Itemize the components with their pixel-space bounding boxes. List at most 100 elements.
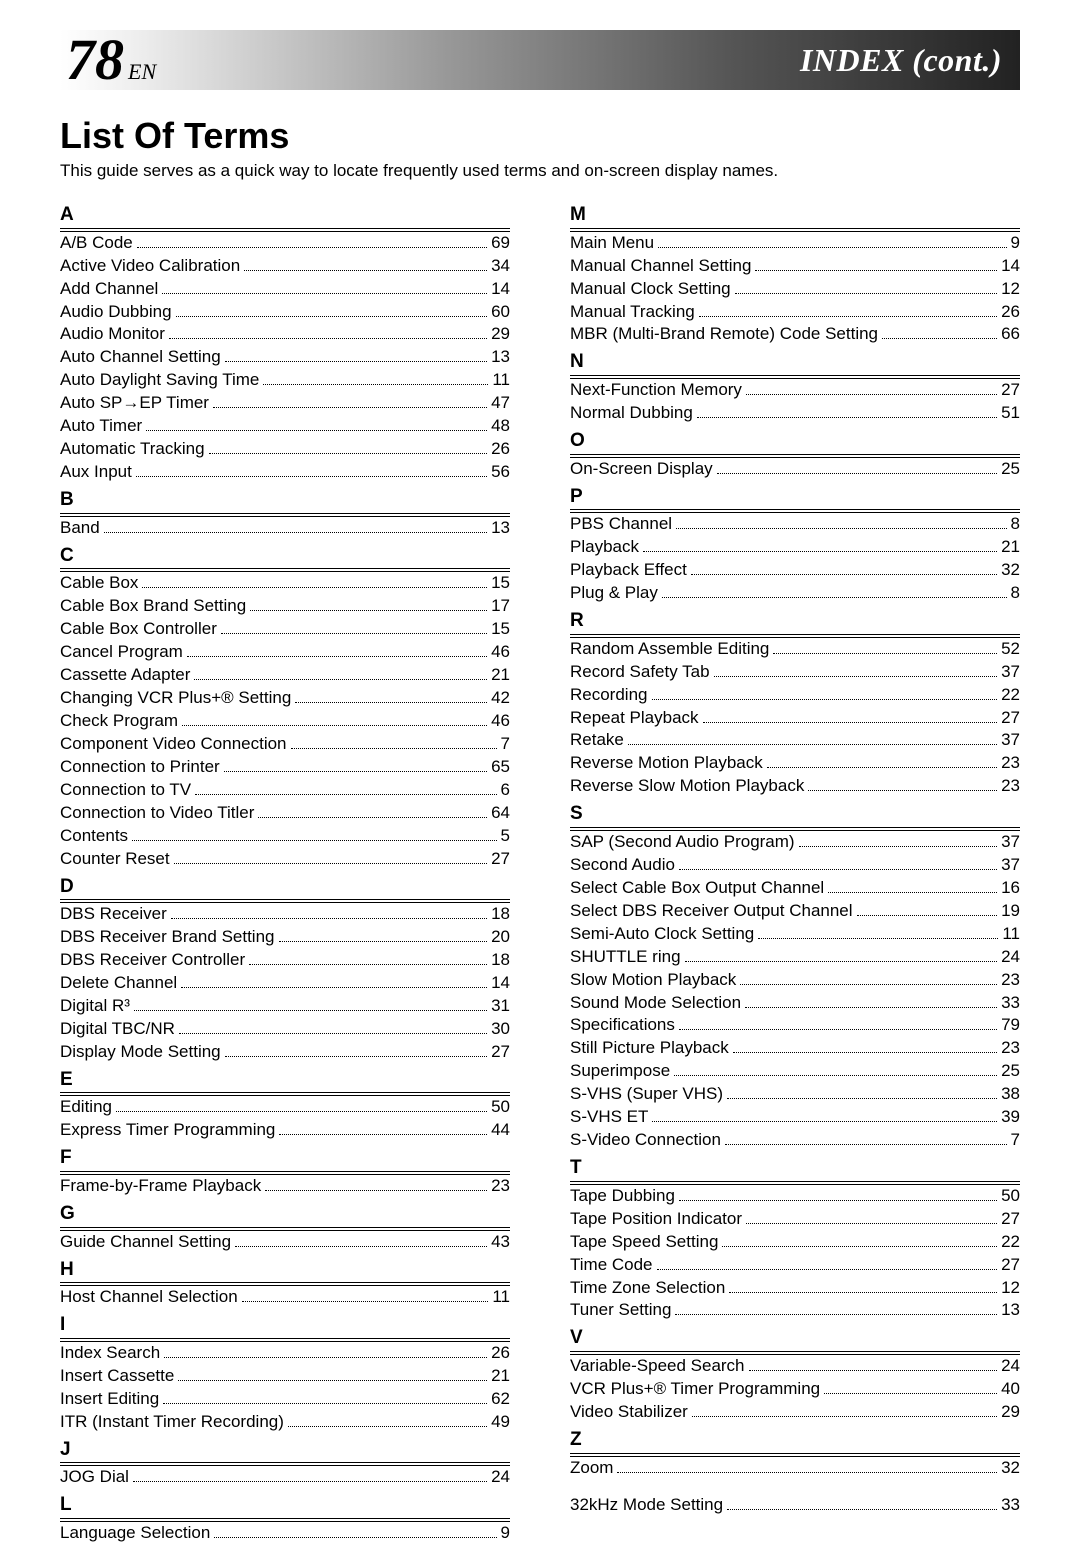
index-page: 11 bbox=[492, 369, 510, 392]
index-term: Changing VCR Plus+® Setting bbox=[60, 687, 291, 710]
page-number: 78 EN bbox=[66, 31, 156, 89]
dot-leader bbox=[171, 904, 487, 919]
index-page: 32 bbox=[1001, 1457, 1020, 1480]
index-page: 20 bbox=[491, 926, 510, 949]
index-page: 16 bbox=[1001, 877, 1020, 900]
index-entry: Next-Function Memory27 bbox=[570, 379, 1020, 402]
dot-leader bbox=[727, 1084, 997, 1099]
index-page: 37 bbox=[1001, 729, 1020, 752]
dot-leader bbox=[291, 734, 497, 749]
index-letter-heading: S bbox=[570, 800, 1020, 828]
index-term: Express Timer Programming bbox=[60, 1119, 275, 1142]
index-letter-heading: F bbox=[60, 1144, 510, 1172]
index-letter-heading: J bbox=[60, 1436, 510, 1464]
dot-leader bbox=[137, 232, 487, 247]
index-term: Index Search bbox=[60, 1342, 160, 1365]
index-term: Contents bbox=[60, 825, 128, 848]
dot-leader bbox=[679, 1185, 997, 1200]
index-letter-heading: T bbox=[570, 1154, 1020, 1182]
index-entry: Normal Dubbing51 bbox=[570, 402, 1020, 425]
index-letter-heading: H bbox=[60, 1256, 510, 1284]
dot-leader bbox=[295, 688, 487, 703]
dot-leader bbox=[142, 573, 487, 588]
index-entry: Insert Editing62 bbox=[60, 1388, 510, 1411]
index-term: Playback Effect bbox=[570, 559, 687, 582]
index-entry: ITR (Instant Timer Recording)49 bbox=[60, 1411, 510, 1434]
index-term: On-Screen Display bbox=[570, 458, 713, 481]
index-term: S-Video Connection bbox=[570, 1129, 721, 1152]
index-entry: S-VHS ET39 bbox=[570, 1106, 1020, 1129]
header-title: INDEX (cont.) bbox=[800, 42, 1002, 79]
dot-leader bbox=[697, 403, 997, 418]
index-term: Add Channel bbox=[60, 278, 158, 301]
index-entry: DBS Receiver18 bbox=[60, 903, 510, 926]
index-entry: Display Mode Setting27 bbox=[60, 1041, 510, 1064]
index-entry: Audio Dubbing60 bbox=[60, 301, 510, 324]
index-entry: Cable Box Brand Setting17 bbox=[60, 595, 510, 618]
index-term: A/B Code bbox=[60, 232, 133, 255]
dot-leader bbox=[174, 848, 487, 863]
dot-leader bbox=[258, 802, 487, 817]
index-page: 25 bbox=[1001, 458, 1020, 481]
index-page: 26 bbox=[491, 1342, 510, 1365]
index-term: Language Selection bbox=[60, 1522, 210, 1545]
index-page: 51 bbox=[1001, 402, 1020, 425]
index-page: 27 bbox=[1001, 707, 1020, 730]
index-letter-heading: G bbox=[60, 1200, 510, 1228]
index-page: 29 bbox=[1001, 1401, 1020, 1424]
header-bar: 78 EN INDEX (cont.) bbox=[60, 30, 1020, 90]
index-page: 22 bbox=[1001, 1231, 1020, 1254]
index-term: Auto Daylight Saving Time bbox=[60, 369, 259, 392]
index-page: 23 bbox=[491, 1175, 510, 1198]
index-page: 38 bbox=[1001, 1083, 1020, 1106]
index-page: 39 bbox=[1001, 1106, 1020, 1129]
dot-leader bbox=[146, 416, 487, 431]
index-letter-heading: N bbox=[570, 348, 1020, 376]
index-entry: Main Menu9 bbox=[570, 232, 1020, 255]
index-page: 27 bbox=[491, 848, 510, 871]
index-page: 12 bbox=[1001, 278, 1020, 301]
dot-leader bbox=[195, 779, 496, 794]
index-page: 40 bbox=[1001, 1378, 1020, 1401]
index-entry: Time Zone Selection12 bbox=[570, 1277, 1020, 1300]
index-term: Main Menu bbox=[570, 232, 654, 255]
index-term: Delete Channel bbox=[60, 972, 177, 995]
index-page: 79 bbox=[1001, 1014, 1020, 1037]
dot-leader bbox=[162, 278, 487, 293]
index-entry: Check Program46 bbox=[60, 710, 510, 733]
dot-leader bbox=[136, 462, 487, 477]
index-page: 13 bbox=[1001, 1299, 1020, 1322]
index-columns: AA/B Code69Active Video Calibration34Add… bbox=[60, 199, 1020, 1545]
index-page: 14 bbox=[1001, 255, 1020, 278]
index-term: Time Zone Selection bbox=[570, 1277, 725, 1300]
dot-leader bbox=[808, 776, 997, 791]
dot-leader bbox=[675, 1300, 997, 1315]
dot-leader bbox=[685, 946, 998, 961]
index-page: 7 bbox=[1011, 1129, 1020, 1152]
index-page: 27 bbox=[1001, 379, 1020, 402]
index-term: Guide Channel Setting bbox=[60, 1231, 231, 1254]
index-entry: Automatic Tracking26 bbox=[60, 438, 510, 461]
index-term: Insert Cassette bbox=[60, 1365, 174, 1388]
index-term: Frame-by-Frame Playback bbox=[60, 1175, 261, 1198]
index-term: JOG Dial bbox=[60, 1466, 129, 1489]
index-page: 13 bbox=[491, 517, 510, 540]
index-page: 56 bbox=[491, 461, 510, 484]
index-entry: Editing50 bbox=[60, 1096, 510, 1119]
index-term: Band bbox=[60, 517, 100, 540]
index-term: Reverse Motion Playback bbox=[570, 752, 763, 775]
page-title: List Of Terms bbox=[60, 115, 1020, 157]
dot-leader bbox=[214, 1523, 496, 1538]
dot-leader bbox=[735, 278, 997, 293]
index-page: 27 bbox=[1001, 1254, 1020, 1277]
index-entry: Insert Cassette21 bbox=[60, 1365, 510, 1388]
index-term: Counter Reset bbox=[60, 848, 170, 871]
index-term: Semi-Auto Clock Setting bbox=[570, 923, 754, 946]
index-term: S-VHS (Super VHS) bbox=[570, 1083, 723, 1106]
dot-leader bbox=[265, 1176, 487, 1191]
dot-leader bbox=[745, 992, 997, 1007]
dot-leader bbox=[279, 1120, 487, 1135]
index-page: 18 bbox=[491, 903, 510, 926]
index-term: Display Mode Setting bbox=[60, 1041, 221, 1064]
index-entry: Semi-Auto Clock Setting11 bbox=[570, 923, 1020, 946]
